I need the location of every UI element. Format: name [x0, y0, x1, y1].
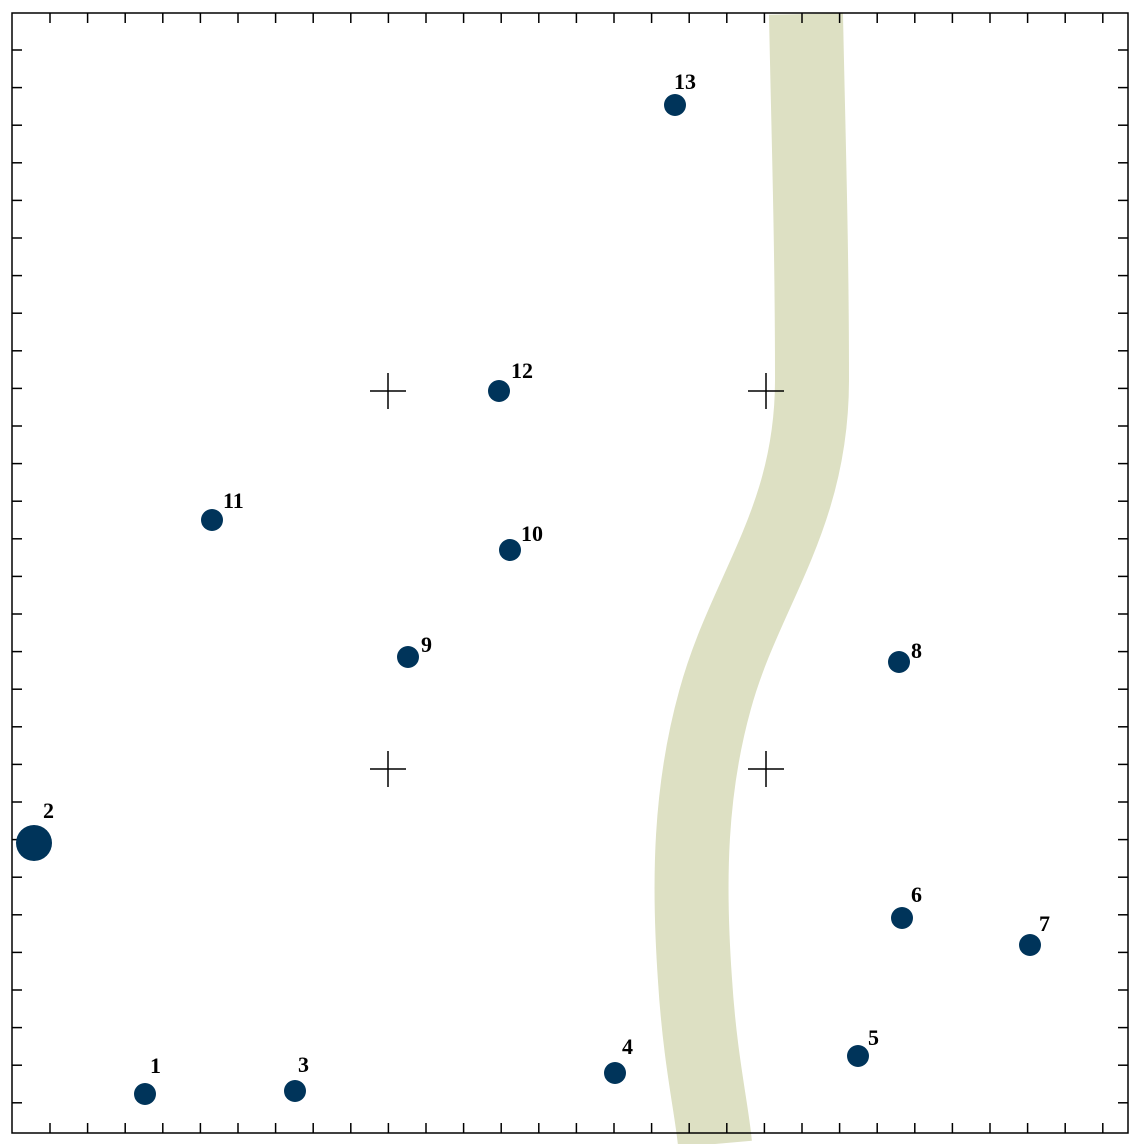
- point-3: 3: [284, 1052, 309, 1102]
- point-11: 11: [201, 488, 244, 531]
- point-marker: [847, 1045, 869, 1067]
- cross-bottom-left: [370, 751, 406, 787]
- point-marker: [134, 1083, 156, 1105]
- point-marker: [284, 1080, 306, 1102]
- point-marker: [604, 1062, 626, 1084]
- point-label: 3: [298, 1052, 309, 1077]
- point-marker: [1019, 934, 1041, 956]
- point-6: 6: [891, 882, 922, 929]
- point-marker: [888, 651, 910, 673]
- point-label: 4: [622, 1034, 633, 1059]
- point-label: 6: [911, 882, 922, 907]
- point-label: 10: [521, 521, 543, 546]
- point-2: 2: [16, 798, 54, 861]
- point-marker: [488, 380, 510, 402]
- river-band: [654, 13, 850, 1144]
- point-label: 1: [150, 1053, 161, 1078]
- point-label: 8: [911, 638, 922, 663]
- point-label: 2: [43, 798, 54, 823]
- point-7: 7: [1019, 911, 1050, 956]
- point-marker: [201, 509, 223, 531]
- point-5: 5: [847, 1025, 879, 1067]
- point-4: 4: [604, 1034, 633, 1084]
- point-label: 13: [674, 69, 696, 94]
- point-marker: [397, 646, 419, 668]
- point-10: 10: [499, 521, 543, 561]
- point-marker: [16, 825, 52, 861]
- point-8: 8: [888, 638, 922, 673]
- point-13: 13: [664, 69, 696, 116]
- point-marker: [499, 539, 521, 561]
- point-markers: 1 2 3 4 5 6 7 8: [16, 69, 1050, 1105]
- point-1: 1: [134, 1053, 161, 1105]
- point-label: 12: [511, 358, 533, 383]
- map-frame: [11, 12, 1129, 1134]
- point-marker: [891, 907, 913, 929]
- point-label: 11: [223, 488, 244, 513]
- point-label: 5: [868, 1025, 879, 1050]
- reference-marks: [370, 373, 784, 787]
- point-12: 12: [488, 358, 533, 402]
- point-9: 9: [397, 632, 432, 668]
- point-label: 9: [421, 632, 432, 657]
- cross-top-right: [748, 373, 784, 409]
- cross-top-left: [370, 373, 406, 409]
- point-label: 7: [1039, 911, 1050, 936]
- point-marker: [664, 94, 686, 116]
- cross-bottom-right: [748, 751, 784, 787]
